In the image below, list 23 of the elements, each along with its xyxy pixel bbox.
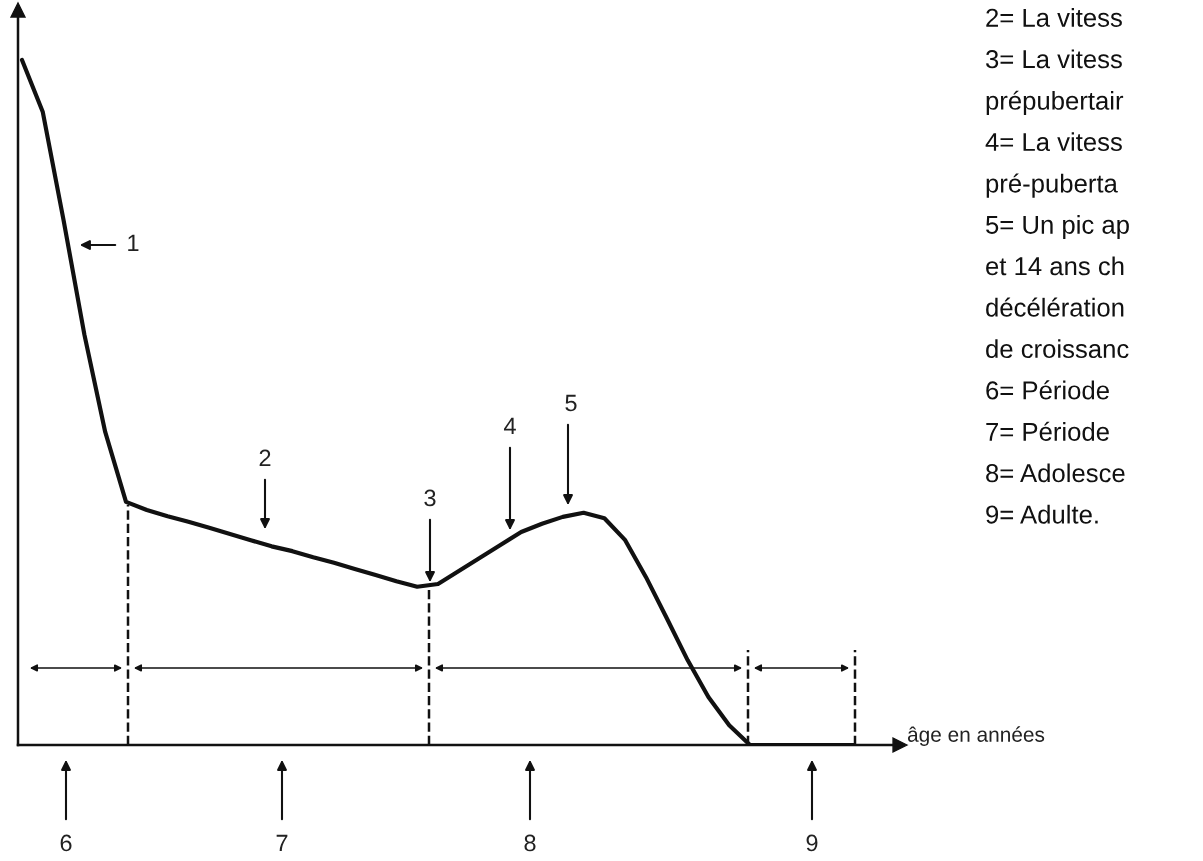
x-axis-title: âge en années bbox=[907, 726, 1045, 747]
text: 6 bbox=[60, 834, 72, 852]
annotation: 5 bbox=[565, 394, 577, 412]
text: 6= Période bbox=[986, 380, 1109, 400]
text: 7 bbox=[276, 834, 288, 852]
text: 7= Période bbox=[986, 421, 1109, 441]
text: 2= La vitess bbox=[986, 8, 1122, 27]
annotation: 3 bbox=[424, 489, 436, 507]
text: 8= Adolesce bbox=[986, 463, 1125, 483]
text: pré-puberta bbox=[986, 173, 1118, 198]
text: 4= La vitess bbox=[985, 132, 1122, 152]
text: et 14 ans ch bbox=[986, 256, 1124, 276]
text: 3= La vitess bbox=[985, 49, 1122, 69]
annotation: 1 bbox=[128, 234, 139, 252]
text: 5= Un pic ap bbox=[986, 215, 1129, 239]
text: 8 bbox=[524, 834, 536, 852]
text: de croissanc bbox=[986, 339, 1129, 359]
annotation: 4 bbox=[503, 417, 516, 435]
text: 9= Adulte. bbox=[986, 504, 1098, 524]
text: décélération bbox=[986, 297, 1124, 317]
annotation: 2 bbox=[259, 449, 271, 467]
text: prépubertair bbox=[986, 90, 1124, 115]
text: 9 bbox=[806, 834, 818, 852]
